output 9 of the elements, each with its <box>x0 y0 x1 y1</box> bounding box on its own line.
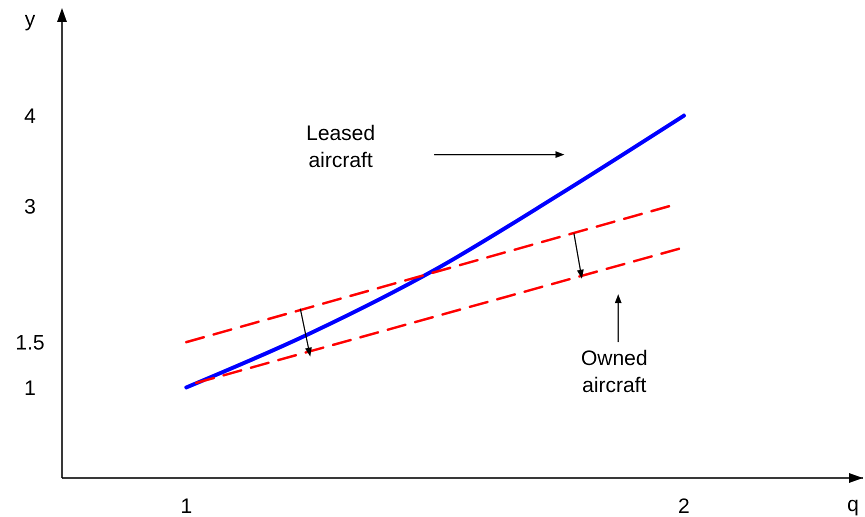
y-tick-label: 4 <box>24 104 36 128</box>
annotation: Leased aircraft <box>306 122 376 172</box>
annotation: Owned aircraft <box>580 346 648 397</box>
y-tick-label: 3 <box>24 196 36 219</box>
x-tick-label: 2 <box>678 495 690 517</box>
y-axis-title: y <box>24 8 36 31</box>
x-axis-title: q <box>847 493 859 516</box>
y-tick-label: 1.5 <box>15 331 45 354</box>
y-tick-label: 1 <box>24 376 36 400</box>
